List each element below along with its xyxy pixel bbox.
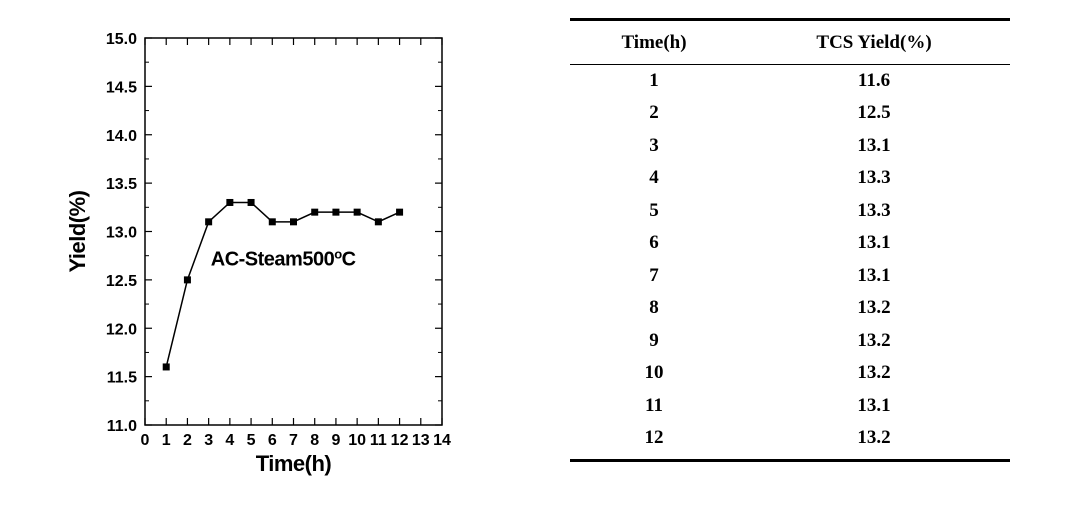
xtick-label: 14 bbox=[433, 432, 451, 449]
xtick-label: 4 bbox=[225, 432, 234, 449]
ylabel: Yield(%) bbox=[65, 190, 90, 272]
cell-time: 6 bbox=[570, 227, 738, 260]
series-line bbox=[166, 202, 399, 366]
table-row: 212.5 bbox=[570, 97, 1010, 130]
table-row: 513.3 bbox=[570, 195, 1010, 228]
table-row: 1213.2 bbox=[570, 422, 1010, 460]
cell-time: 5 bbox=[570, 195, 738, 228]
xtick-label: 5 bbox=[247, 432, 256, 449]
yield-chart: 0123456789101112131411.011.512.012.513.0… bbox=[0, 0, 530, 514]
yield-table-panel: Time(h) TCS Yield(%) 111.6212.5313.1413.… bbox=[530, 0, 1070, 514]
col-header-time: Time(h) bbox=[570, 20, 738, 65]
cell-yield: 13.3 bbox=[738, 162, 1010, 195]
ytick-label: 11.5 bbox=[107, 370, 137, 387]
table-row: 1113.1 bbox=[570, 390, 1010, 423]
table-header-row: Time(h) TCS Yield(%) bbox=[570, 20, 1010, 65]
table-row: 1013.2 bbox=[570, 357, 1010, 390]
series-marker bbox=[311, 209, 318, 216]
series-marker bbox=[248, 199, 255, 206]
plot-border bbox=[145, 38, 442, 425]
cell-yield: 13.2 bbox=[738, 325, 1010, 358]
page-root: 0123456789101112131411.011.512.012.513.0… bbox=[0, 0, 1070, 514]
table-row: 313.1 bbox=[570, 130, 1010, 163]
xtick-label: 7 bbox=[289, 432, 298, 449]
cell-time: 2 bbox=[570, 97, 738, 130]
chart-svg: 0123456789101112131411.011.512.012.513.0… bbox=[0, 0, 530, 514]
cell-time: 1 bbox=[570, 64, 738, 97]
cell-time: 8 bbox=[570, 292, 738, 325]
series-marker bbox=[205, 218, 212, 225]
xtick-label: 1 bbox=[162, 432, 171, 449]
xtick-label: 13 bbox=[412, 432, 430, 449]
ytick-label: 12.0 bbox=[106, 321, 137, 338]
xtick-label: 0 bbox=[141, 432, 150, 449]
cell-time: 3 bbox=[570, 130, 738, 163]
table-row: 111.6 bbox=[570, 64, 1010, 97]
series-marker bbox=[269, 218, 276, 225]
series-marker bbox=[184, 276, 191, 283]
col-header-yield: TCS Yield(%) bbox=[738, 20, 1010, 65]
cell-yield: 11.6 bbox=[738, 64, 1010, 97]
xtick-label: 6 bbox=[268, 432, 277, 449]
xtick-label: 11 bbox=[370, 432, 387, 449]
xlabel: Time(h) bbox=[256, 451, 332, 476]
cell-time: 4 bbox=[570, 162, 738, 195]
table-row: 913.2 bbox=[570, 325, 1010, 358]
xtick-label: 9 bbox=[331, 432, 340, 449]
xtick-label: 2 bbox=[183, 432, 192, 449]
series-marker bbox=[290, 218, 297, 225]
ytick-label: 15.0 bbox=[106, 31, 137, 48]
cell-time: 7 bbox=[570, 260, 738, 293]
series-marker bbox=[396, 209, 403, 216]
cell-time: 11 bbox=[570, 390, 738, 423]
ytick-label: 13.5 bbox=[106, 176, 137, 193]
cell-yield: 13.1 bbox=[738, 130, 1010, 163]
series-marker bbox=[226, 199, 233, 206]
cell-yield: 13.1 bbox=[738, 390, 1010, 423]
table-row: 413.3 bbox=[570, 162, 1010, 195]
table-row: 713.1 bbox=[570, 260, 1010, 293]
series-marker bbox=[375, 218, 382, 225]
cell-time: 10 bbox=[570, 357, 738, 390]
ytick-label: 11.0 bbox=[107, 418, 137, 435]
cell-yield: 13.1 bbox=[738, 260, 1010, 293]
ytick-label: 14.5 bbox=[106, 79, 137, 96]
yield-table: Time(h) TCS Yield(%) 111.6212.5313.1413.… bbox=[570, 18, 1010, 462]
table-row: 613.1 bbox=[570, 227, 1010, 260]
xtick-label: 12 bbox=[391, 432, 409, 449]
series-marker bbox=[163, 363, 170, 370]
ytick-label: 13.0 bbox=[106, 225, 137, 242]
xtick-label: 8 bbox=[310, 432, 319, 449]
cell-yield: 13.2 bbox=[738, 357, 1010, 390]
cell-yield: 13.2 bbox=[738, 292, 1010, 325]
cell-yield: 13.3 bbox=[738, 195, 1010, 228]
cell-yield: 12.5 bbox=[738, 97, 1010, 130]
cell-yield: 13.1 bbox=[738, 227, 1010, 260]
xtick-label: 10 bbox=[348, 432, 366, 449]
ytick-label: 14.0 bbox=[106, 128, 137, 145]
series-marker bbox=[354, 209, 361, 216]
cell-yield: 13.2 bbox=[738, 422, 1010, 460]
series-label: AC-Steam500oC bbox=[211, 246, 356, 270]
cell-time: 9 bbox=[570, 325, 738, 358]
series-marker bbox=[332, 209, 339, 216]
cell-time: 12 bbox=[570, 422, 738, 460]
ytick-label: 12.5 bbox=[106, 273, 137, 290]
table-row: 813.2 bbox=[570, 292, 1010, 325]
xtick-label: 3 bbox=[204, 432, 213, 449]
